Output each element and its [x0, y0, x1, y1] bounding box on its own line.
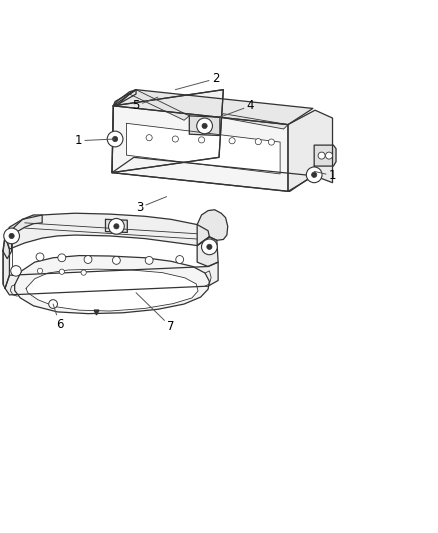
Circle shape [84, 256, 92, 263]
Circle shape [36, 253, 44, 261]
Circle shape [81, 270, 86, 275]
Polygon shape [113, 90, 313, 125]
Text: 2: 2 [175, 72, 219, 90]
Text: 4: 4 [220, 99, 254, 117]
Circle shape [145, 256, 153, 264]
Circle shape [325, 152, 332, 159]
Text: 3: 3 [136, 197, 166, 214]
Polygon shape [112, 106, 288, 191]
Circle shape [172, 136, 178, 142]
Polygon shape [112, 90, 223, 173]
Circle shape [318, 152, 325, 159]
Polygon shape [113, 90, 136, 106]
Polygon shape [112, 157, 313, 191]
Circle shape [9, 233, 14, 239]
Circle shape [114, 224, 119, 229]
Text: 1: 1 [314, 169, 336, 182]
Circle shape [202, 123, 207, 128]
Polygon shape [127, 123, 280, 174]
Circle shape [146, 135, 152, 141]
Polygon shape [220, 114, 288, 129]
Text: 5: 5 [132, 97, 158, 112]
Circle shape [229, 138, 235, 144]
Circle shape [198, 137, 205, 143]
Text: 6: 6 [53, 304, 64, 330]
Circle shape [207, 244, 212, 249]
Circle shape [37, 268, 42, 273]
Circle shape [311, 172, 317, 177]
Circle shape [197, 118, 212, 134]
Polygon shape [5, 262, 218, 295]
Polygon shape [5, 213, 209, 249]
Polygon shape [130, 90, 189, 120]
Polygon shape [288, 110, 332, 191]
Polygon shape [314, 145, 336, 166]
Polygon shape [3, 215, 42, 259]
Circle shape [11, 265, 21, 276]
Polygon shape [14, 256, 209, 313]
Polygon shape [189, 116, 220, 135]
Circle shape [268, 139, 275, 145]
Circle shape [49, 300, 57, 309]
Circle shape [306, 167, 322, 183]
Circle shape [58, 254, 66, 262]
Polygon shape [106, 220, 127, 232]
Polygon shape [197, 210, 228, 246]
Circle shape [107, 131, 123, 147]
Circle shape [113, 256, 120, 264]
Polygon shape [197, 237, 218, 266]
Circle shape [255, 139, 261, 144]
Circle shape [59, 269, 64, 274]
Polygon shape [3, 236, 10, 288]
Circle shape [4, 228, 19, 244]
Text: 7: 7 [136, 293, 175, 333]
Polygon shape [26, 269, 198, 311]
Polygon shape [112, 90, 223, 173]
Circle shape [109, 219, 124, 234]
Circle shape [176, 256, 184, 263]
Circle shape [201, 239, 217, 255]
Text: 1: 1 [74, 134, 115, 147]
Circle shape [113, 136, 118, 142]
